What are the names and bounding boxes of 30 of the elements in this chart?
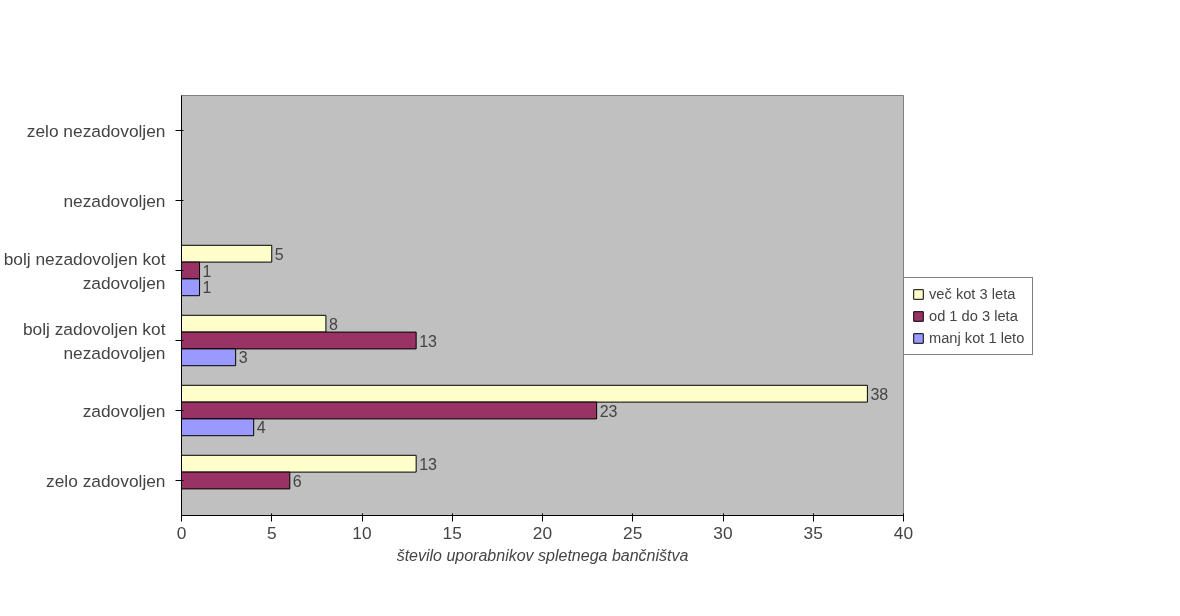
x-tick-label: 40 (893, 522, 914, 543)
x-tick-label: 20 (532, 522, 553, 543)
y-tick-label: nezadovoljen (63, 190, 166, 211)
y-tick-label: bolj nezadovoljen kot zadovoljen (3, 248, 166, 293)
legend-label: več kot 3 leta (929, 286, 1016, 302)
x-tick-label: 15 (442, 522, 462, 543)
data-label: 13 (419, 332, 438, 350)
y-tick-label: zadovoljen (82, 400, 166, 421)
data-label: 1 (202, 262, 212, 280)
data-label: 5 (274, 245, 284, 263)
data-label: 8 (328, 315, 338, 333)
y-tick-label: bolj zadovoljen kot nezadovoljen (22, 318, 166, 363)
x-tick-label: 0 (176, 522, 187, 543)
legend-label: od 1 do 3 leta (929, 308, 1018, 324)
y-tick-label: zelo zadovoljen (46, 470, 166, 491)
data-label: 6 (292, 472, 302, 490)
x-axis-title: število uporabnikov spletnega bančništva (396, 546, 689, 564)
data-label: 38 (870, 385, 889, 403)
x-tick-label: 25 (623, 522, 643, 543)
data-label: 1 (202, 279, 212, 297)
data-label: 23 (599, 402, 618, 420)
x-tick-label: 35 (803, 522, 823, 543)
x-tick-label: 10 (352, 522, 372, 543)
data-label: 13 (419, 455, 438, 473)
x-tick-label: 30 (713, 522, 733, 543)
y-tick-label: zelo nezadovoljen (26, 120, 166, 141)
legend-label: manj kot 1 leto (929, 330, 1025, 346)
data-label: 4 (256, 419, 266, 437)
x-tick-label: 5 (266, 522, 277, 543)
data-label: 3 (238, 349, 248, 367)
